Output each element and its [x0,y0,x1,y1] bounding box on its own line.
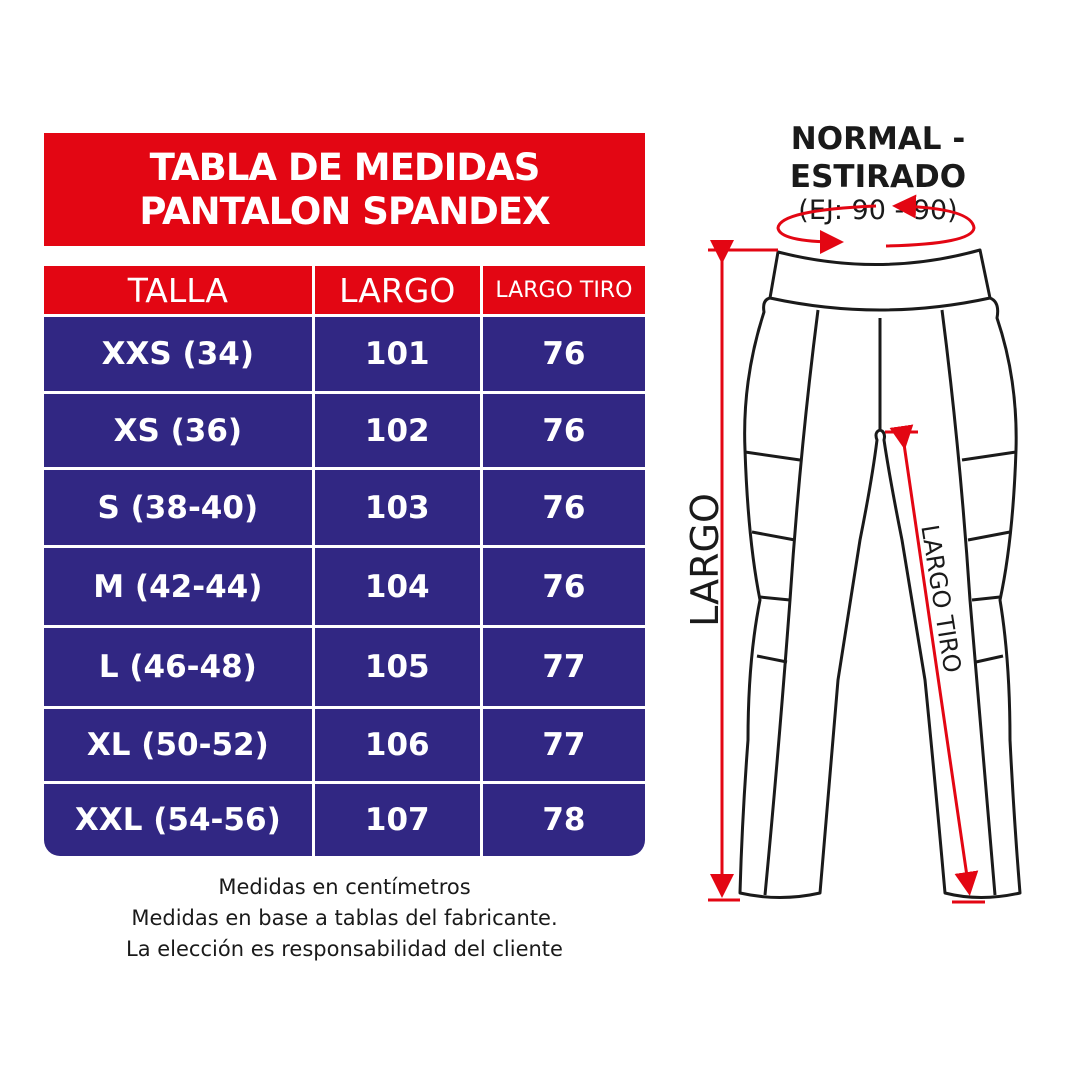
cell-largo: 107 [314,784,480,856]
largo-measure [708,240,778,902]
table-row: XXL (54-56) 107 78 [44,784,646,856]
cell-talla: XL (50-52) [44,709,312,781]
largo-tiro-measure [885,424,985,904]
cell-largo: 104 [314,548,480,625]
cell-talla: M (42-44) [44,548,312,625]
left-panel-line [763,309,820,896]
table-row: S (38-40) 103 76 [44,470,646,545]
cell-talla: S (38-40) [44,470,312,545]
table-row: XS (36) 102 76 [44,394,646,467]
cell-talla: L (46-48) [44,628,312,706]
largo-tiro-label: LARGO TIRO [915,523,966,675]
header-talla: TALLA [44,266,312,314]
cell-largo-tiro: 77 [482,709,646,781]
pants-outline [738,248,1022,899]
table-row: XL (50-52) 106 77 [44,709,646,781]
diagram-title-text: NORMAL - ESTIRADO [789,121,967,195]
table-row: XXS (34) 101 76 [44,317,646,391]
waist-arrow-front [776,204,877,254]
header-largo-tiro: LARGO TIRO [482,266,646,314]
title-line-1: TABLA DE MEDIDAS [149,145,541,189]
cell-largo: 103 [314,470,480,545]
note-units: Medidas en centímetros [218,875,471,899]
size-table: TALLA LARGO LARGO TIRO XXS (34) 101 76 X… [44,266,646,856]
cell-largo-tiro: 76 [482,317,646,391]
header-largo: LARGO [314,266,480,314]
waist-arrow-back [885,194,976,248]
cell-largo-tiro: 76 [482,470,646,545]
note-responsibility: La elección es responsabilidad del clien… [126,937,563,961]
cell-largo: 105 [314,628,480,706]
table-header: TALLA LARGO LARGO TIRO [44,266,646,314]
waist-arrows [776,194,976,254]
largo-label: LARGO [683,493,727,627]
waistband [768,248,992,312]
cell-largo-tiro: 78 [482,784,646,856]
cell-largo: 102 [314,394,480,467]
title-line-2: PANTALON SPANDEX [139,189,550,233]
cell-largo-tiro: 76 [482,548,646,625]
cell-largo: 106 [314,709,480,781]
cell-largo-tiro: 77 [482,628,646,706]
notes: Medidas en centímetros Medidas en base a… [44,872,645,965]
left-leg-outer [738,296,881,899]
cell-largo: 101 [314,317,480,391]
title-banner: TABLA DE MEDIDAS PANTALON SPANDEX [44,133,645,246]
cell-talla: XS (36) [44,394,312,467]
table-row: M (42-44) 104 76 [44,548,646,625]
note-source: Medidas en base a tablas del fabricante. [131,906,558,930]
table-row: L (46-48) 105 77 [44,628,646,706]
cell-largo-tiro: 76 [482,394,646,467]
cell-talla: XXL (54-56) [44,784,312,856]
cell-talla: XXS (34) [44,317,312,391]
